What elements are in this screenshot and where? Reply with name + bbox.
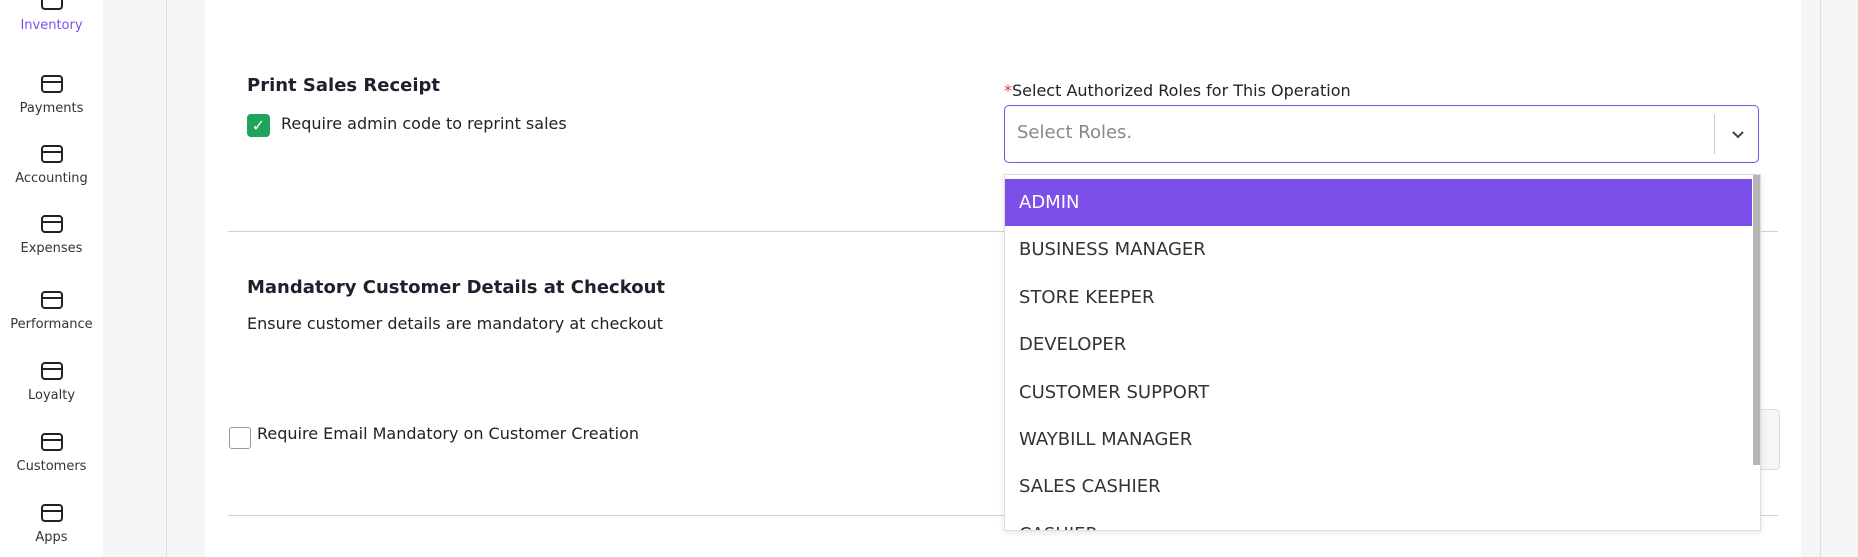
field-label: *Select Authorized Roles for This Operat… bbox=[1004, 81, 1351, 100]
nav-icon bbox=[40, 145, 63, 163]
border bbox=[1820, 0, 1821, 557]
nav-item[interactable]: Customers bbox=[0, 429, 103, 474]
dropdown-option[interactable]: BUSINESS MANAGER bbox=[1019, 239, 1206, 261]
nav-item[interactable]: Loyalty bbox=[0, 358, 103, 403]
checkbox-label: Require Email Mandatory on Customer Crea… bbox=[257, 424, 640, 443]
nav-label: Loyalty bbox=[27, 388, 76, 403]
nav-item[interactable]: Inventory bbox=[0, 0, 103, 33]
nav-item[interactable]: Accounting bbox=[0, 141, 103, 186]
required-mark: * bbox=[1004, 81, 1012, 100]
nav-label: Expenses bbox=[20, 241, 83, 256]
checkbox[interactable] bbox=[229, 427, 251, 449]
placeholder: Select Roles. bbox=[1017, 122, 1133, 143]
dropdown-option[interactable]: DEVELOPER bbox=[1019, 334, 1127, 356]
checkbox[interactable]: ✓ bbox=[247, 114, 270, 137]
select[interactable]: Select Roles. bbox=[1004, 105, 1759, 163]
nav-icon bbox=[40, 291, 63, 309]
section-title: Mandatory Customer Details at Checkout bbox=[247, 277, 665, 298]
nav-label: Inventory bbox=[20, 18, 83, 33]
nav-item[interactable]: Performance bbox=[0, 287, 103, 332]
scrollbar bbox=[1753, 175, 1760, 465]
nav-icon bbox=[40, 0, 63, 10]
dropdown-option[interactable]: ADMIN bbox=[1005, 179, 1752, 226]
nav-item[interactable]: Apps bbox=[0, 500, 103, 545]
chevron[interactable] bbox=[1729, 125, 1747, 143]
nav-icon bbox=[40, 215, 63, 233]
nav-item[interactable]: Payments bbox=[0, 71, 103, 116]
separator bbox=[1714, 114, 1715, 154]
dropdown-option[interactable]: CASHIER bbox=[1005, 511, 1752, 530]
nav-icon bbox=[40, 75, 63, 93]
nav-label: Performance bbox=[10, 317, 93, 332]
divider bbox=[228, 515, 1778, 516]
border bbox=[166, 0, 167, 557]
divider bbox=[228, 231, 1778, 232]
label: Select Authorized Roles for This Operati… bbox=[1012, 81, 1351, 100]
nav-item[interactable]: Expenses bbox=[0, 211, 103, 256]
dropdown-menu: ADMIN BUSINESS MANAGER STORE KEEPER DEVELOP… bbox=[1004, 174, 1761, 531]
nav-label: Customers bbox=[16, 459, 87, 474]
nav-label: Payments bbox=[19, 101, 84, 116]
dropdown-option[interactable]: SALES CASHIER bbox=[1019, 476, 1161, 498]
nav-icon bbox=[40, 433, 63, 451]
nav-icon bbox=[40, 504, 63, 522]
dropdown-option[interactable]: WAYBILL MANAGER bbox=[1019, 429, 1193, 450]
dropdown-option[interactable]: STORE KEEPER bbox=[1019, 286, 1155, 308]
nav-label: Apps bbox=[35, 530, 68, 545]
section-title: Print Sales Receipt bbox=[247, 75, 440, 96]
section-description: Ensure customer details are mandatory at… bbox=[247, 314, 663, 333]
dropdown-option[interactable]: CUSTOMER SUPPORT bbox=[1019, 381, 1210, 403]
nav-icon bbox=[40, 362, 63, 380]
nav-label: Accounting bbox=[15, 171, 88, 186]
checkbox-label: Require admin code to reprint sales bbox=[281, 114, 567, 133]
